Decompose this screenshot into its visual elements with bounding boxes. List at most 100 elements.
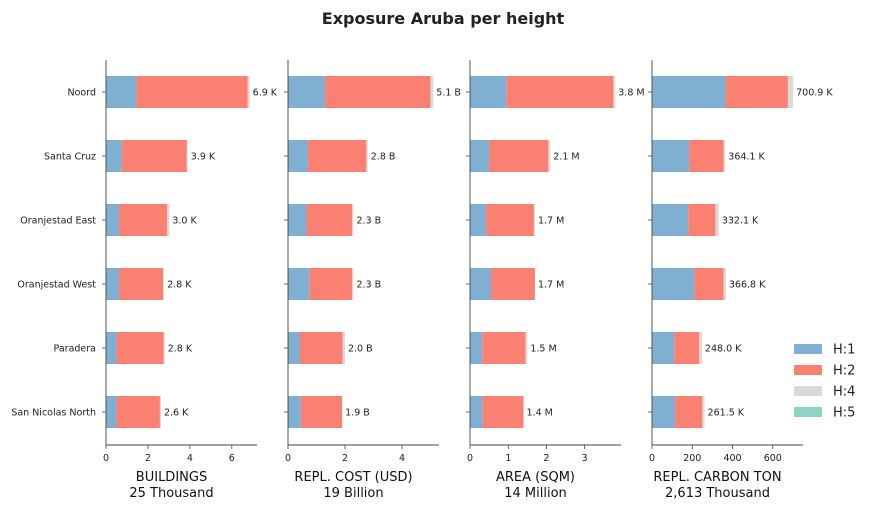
bar-H4-4	[525, 332, 528, 364]
bar-H1-3	[288, 268, 310, 300]
x-tick-label: 4	[187, 453, 193, 464]
bar-H1-1	[106, 140, 122, 172]
bar-H4-1	[723, 140, 726, 172]
x-tick-label: 6	[229, 453, 235, 464]
bar-H4-0	[430, 76, 434, 108]
bar-H2-0	[506, 76, 614, 108]
bar-total-label: 2.8 K	[167, 280, 192, 291]
x-axis-label: REPL. CARBON TON	[653, 470, 781, 485]
bar-H2-1	[307, 140, 367, 172]
bar-H4-3	[352, 268, 354, 300]
bar-H2-3	[119, 268, 164, 300]
bar-H4-5	[702, 396, 705, 428]
bar-H2-0	[325, 76, 431, 108]
legend-label: H:4	[833, 385, 855, 400]
bar-H1-2	[470, 204, 487, 236]
bar-H4-2	[533, 204, 535, 236]
bar-H1-4	[470, 332, 483, 364]
category-label: Noord	[68, 88, 97, 99]
bar-H2-2	[119, 204, 168, 236]
chart-title: Exposure Aruba per height	[322, 9, 565, 28]
bar-H1-4	[288, 332, 300, 364]
category-label: Paradera	[54, 344, 96, 355]
bar-total-label: 6.9 K	[253, 88, 278, 99]
x-axis-sublabel: 14 Million	[504, 486, 567, 501]
bar-H2-0	[136, 76, 248, 108]
bar-total-label: 1.4 M	[527, 408, 553, 419]
bar-H2-4	[116, 332, 164, 364]
bar-H1-3	[106, 268, 120, 300]
bar-H2-3	[694, 268, 724, 300]
legend-label: H:2	[833, 364, 855, 379]
bar-total-label: 1.5 M	[530, 344, 556, 355]
bar-H1-0	[470, 76, 507, 108]
x-tick-label: 1	[505, 453, 511, 464]
panel-3: 700.9 K 364.1 K 332.1 K 366.8 K 248.0 K 261.5…	[648, 60, 833, 501]
bar-H4-3	[723, 268, 726, 300]
bar-H4-4	[163, 332, 165, 364]
bar-H2-5	[482, 396, 524, 428]
bar-H1-5	[288, 396, 301, 428]
bar-H1-3	[652, 268, 695, 300]
bar-H1-4	[106, 332, 117, 364]
bar-H1-2	[288, 204, 307, 236]
bar-H2-3	[309, 268, 353, 300]
category-label: Oranjestad East	[20, 216, 96, 227]
bar-total-label: 261.5 K	[708, 408, 745, 419]
bar-total-label: 3.9 K	[191, 152, 216, 163]
legend: H:1 H:2 H:4 H:5	[794, 343, 855, 421]
bar-total-label: 2.3 B	[357, 280, 382, 291]
bar-H1-0	[106, 76, 137, 108]
legend-swatch	[794, 344, 822, 354]
bar-total-label: 700.9 K	[796, 88, 833, 99]
category-label: Santa Cruz	[44, 152, 96, 163]
x-tick-label: 2	[543, 453, 549, 464]
bar-total-label: 1.9 B	[345, 408, 370, 419]
bar-total-label: 332.1 K	[722, 216, 759, 227]
legend-swatch	[794, 407, 822, 417]
bar-H2-1	[121, 140, 187, 172]
bar-H2-4	[299, 332, 343, 364]
bar-H2-2	[486, 204, 534, 236]
bar-H1-4	[652, 332, 675, 364]
chart-panels: 6.9 K Noord 3.9 K Santa Cruz 3.0 K Oranjestad…	[11, 60, 833, 501]
bar-H1-5	[470, 396, 483, 428]
bar-total-label: 2.3 B	[357, 216, 382, 227]
legend-swatch	[794, 386, 822, 396]
legend-swatch	[794, 365, 822, 375]
bar-H1-1	[652, 140, 690, 172]
bar-H4-1	[366, 140, 368, 172]
bar-H2-2	[688, 204, 716, 236]
x-tick-label: 3	[582, 453, 588, 464]
bar-H4-4	[699, 332, 702, 364]
bar-H1-5	[652, 396, 676, 428]
bar-total-label: 1.7 M	[538, 280, 564, 291]
bar-H2-5	[116, 396, 160, 428]
x-tick-label: 200	[683, 453, 701, 464]
bar-H1-1	[470, 140, 490, 172]
x-tick-label: 400	[723, 453, 741, 464]
bar-total-label: 1.7 M	[538, 216, 564, 227]
x-axis-label: AREA (SQM)	[496, 470, 575, 485]
bar-total-label: 248.0 K	[705, 344, 742, 355]
x-axis-sublabel: 2,613 Thousand	[665, 486, 770, 501]
x-tick-label: 4	[399, 453, 405, 464]
bar-H1-0	[652, 76, 726, 108]
x-tick-label: 0	[285, 453, 291, 464]
bar-total-label: 2.0 B	[348, 344, 373, 355]
panel-0: 6.9 K Noord 3.9 K Santa Cruz 3.0 K Oranjestad…	[11, 60, 278, 501]
bar-H4-2	[167, 204, 170, 236]
bar-H4-2	[352, 204, 354, 236]
bar-H2-4	[674, 332, 700, 364]
bar-H4-5	[159, 396, 161, 428]
bar-total-label: 2.6 K	[164, 408, 189, 419]
panel-1: 5.1 B 2.8 B 2.3 B 2.3 B 2.0 B 1.9 B 0 2 4 REPL. C…	[284, 60, 461, 501]
bar-H4-0	[247, 76, 250, 108]
bar-H1-1	[288, 140, 308, 172]
x-tick-label: 0	[103, 453, 109, 464]
legend-label: H:5	[833, 406, 855, 421]
x-axis-label: BUILDINGS	[136, 470, 207, 485]
bar-total-label: 366.8 K	[729, 280, 766, 291]
bar-H2-5	[300, 396, 343, 428]
